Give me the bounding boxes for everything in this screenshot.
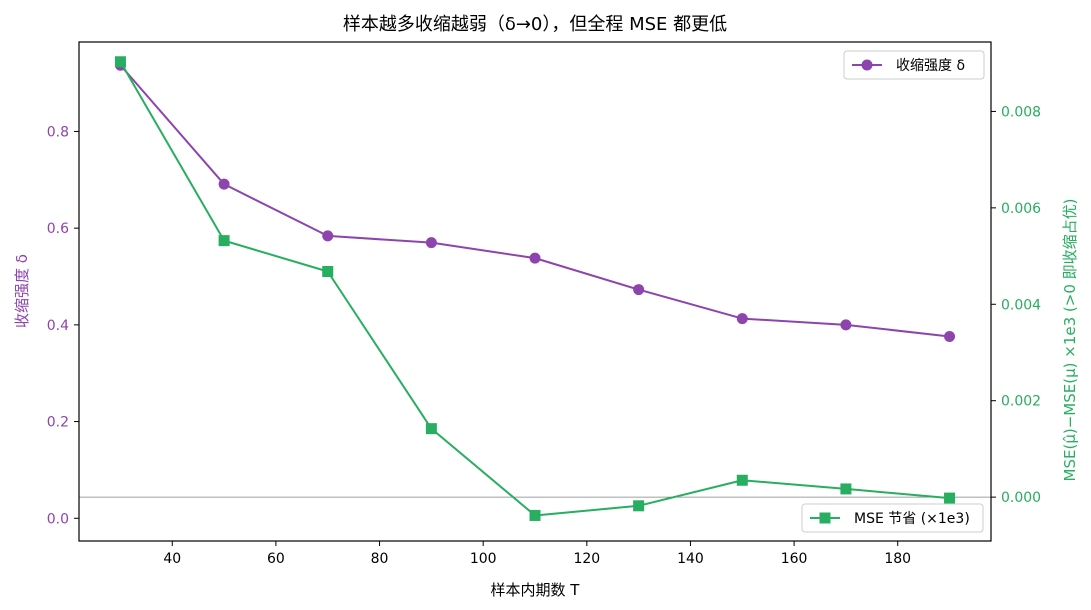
y-left-tick-label: 0.6 <box>47 221 69 237</box>
y-right-axis-label: MSE(μ̂)−MSE(μ) ×1e3 (>0 即收缩占优) <box>1061 199 1079 482</box>
x-axis-label: 样本内期数 T <box>491 581 581 599</box>
series-1-point <box>322 265 334 277</box>
y-left-tick-label: 0.2 <box>47 415 69 431</box>
series-0-point <box>322 230 334 242</box>
x-tick-label: 140 <box>677 551 704 567</box>
series-0-point <box>633 284 645 296</box>
series-0-point <box>944 330 956 342</box>
y-right-tick-label: 0.004 <box>1001 297 1041 313</box>
legend-mse-marker <box>819 512 831 524</box>
series-0-point <box>218 178 230 190</box>
x-tick-label: 180 <box>884 551 911 567</box>
series-1-point <box>633 500 645 512</box>
x-tick-label: 60 <box>267 551 285 567</box>
series-0-point <box>425 237 437 249</box>
series-1-point <box>529 509 541 521</box>
chart-title: 样本越多收缩越弱（δ→0），但全程 MSE 都更低 <box>343 14 727 35</box>
y-left-tick-label: 0.0 <box>47 511 69 527</box>
legend-shrinkage-marker <box>861 59 873 71</box>
series-1-point <box>944 492 956 504</box>
x-tick-label: 40 <box>163 551 181 567</box>
series-0-point <box>529 252 541 264</box>
series-0-point <box>736 313 748 325</box>
series-1-point <box>218 235 230 247</box>
y-left-tick-label: 0.8 <box>47 124 69 140</box>
x-tick-label: 120 <box>573 551 600 567</box>
series-1-point <box>425 423 437 435</box>
y-right-tick-label: 0.008 <box>1001 104 1041 120</box>
legend-mse: MSE 节省 (×1e3) <box>801 503 984 533</box>
series-1-point <box>840 483 852 495</box>
legend-mse-label: MSE 节省 (×1e3) <box>854 511 970 527</box>
y-right-tick-label: 0.002 <box>1001 394 1041 410</box>
series-0-point <box>840 319 852 331</box>
legend-shrinkage-box <box>843 50 985 80</box>
plot-frame <box>78 41 992 542</box>
y-left-tick-label: 0.4 <box>47 318 69 334</box>
legend-shrinkage: 收缩强度 δ <box>843 50 985 80</box>
y-right-tick-label: 0.000 <box>1001 490 1041 506</box>
y-right-tick-label: 0.006 <box>1001 201 1041 217</box>
series-1-point <box>114 56 126 68</box>
y-left-axis-label: 收缩强度 δ <box>13 254 31 328</box>
x-tick-label: 100 <box>470 551 497 567</box>
series-1-point <box>736 474 748 486</box>
x-tick-label: 80 <box>371 551 389 567</box>
x-tick-label: 160 <box>781 551 808 567</box>
legend-mse-box <box>801 503 984 533</box>
legend-shrinkage-label: 收缩强度 δ <box>896 58 965 74</box>
